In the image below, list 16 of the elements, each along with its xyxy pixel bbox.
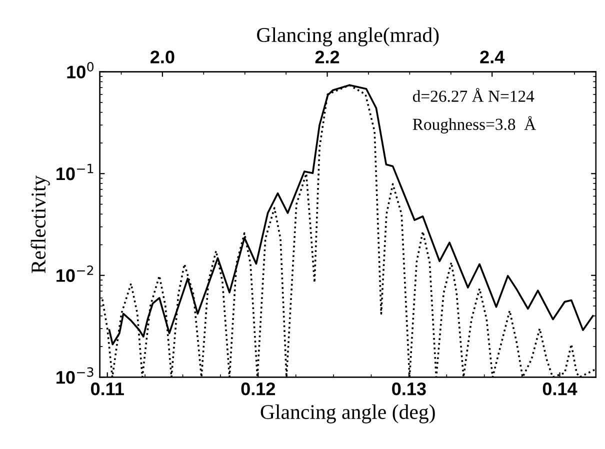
x-tick-label: 0.12 <box>241 382 276 396</box>
x-axis-title: Glancing angle (deg) <box>260 404 435 424</box>
y-axis-title: Reflectivity <box>30 175 50 274</box>
x2-tick-label: 2.0 <box>150 50 174 64</box>
y-tick-label: 10$^{−3}$ <box>56 367 94 384</box>
annotation: d=26.27 Å N=124 <box>412 88 534 102</box>
x-tick-label: 0.14 <box>542 382 578 396</box>
y-tick-label: 10$^{−2}$ <box>56 266 94 282</box>
x-tick-label: 0.13 <box>392 382 426 396</box>
x2-tick-label: 2.2 <box>315 50 340 64</box>
x-tick-label: 0.11 <box>91 382 124 396</box>
x2-axis-title: Glancing angle(mrad) <box>257 27 439 46</box>
annotation: Roughness=3.8 Å <box>412 116 536 134</box>
y-tick-label: 10$^{−1}$ <box>56 164 94 180</box>
y-tick-label: 10$^{0}$ <box>67 62 94 78</box>
x2-tick-label: 2.4 <box>480 50 505 64</box>
